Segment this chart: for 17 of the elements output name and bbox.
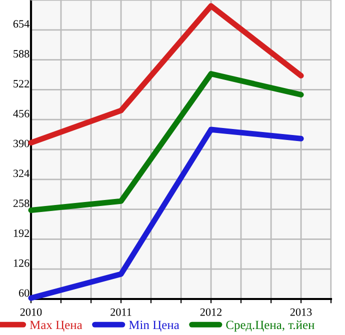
y-tick-label: 192: [14, 229, 29, 237]
y-tick-label: 522: [14, 80, 29, 88]
x-tick-label: 2013: [290, 308, 312, 316]
y-tick-label: 654: [13, 20, 30, 28]
legend-label: Max Цена: [30, 320, 82, 332]
x-tick-label: 2012: [200, 308, 222, 316]
x-tick-label: 2010: [20, 308, 42, 316]
y-tick-label: 126: [14, 259, 30, 267]
y-tick-label: 60: [18, 289, 30, 297]
legend-label: Min Цена: [128, 320, 180, 332]
y-tick-label: 588: [14, 50, 30, 58]
x-tick-label: 2011: [110, 308, 132, 316]
legend-label: Сред.Цена, т.йен: [226, 320, 314, 332]
y-tick-label: 324: [13, 170, 30, 178]
y-tick-label: 390: [13, 140, 30, 148]
y-tick-label: 258: [13, 200, 30, 208]
y-tick-label: 456: [13, 110, 30, 118]
